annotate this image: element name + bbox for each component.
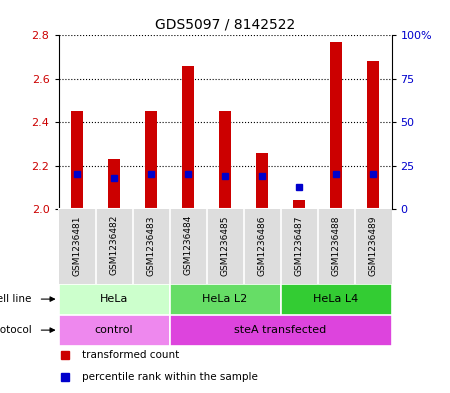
Bar [256,152,268,209]
Bar [368,61,378,209]
Text: percentile rank within the sample: percentile rank within the sample [82,372,258,382]
Text: GSM1236485: GSM1236485 [220,215,230,275]
Text: GDS5097 / 8142522: GDS5097 / 8142522 [155,18,295,32]
Text: GSM1236489: GSM1236489 [369,215,378,275]
Text: GSM1236482: GSM1236482 [109,215,118,275]
Bar [58,284,170,315]
Text: GSM1236488: GSM1236488 [332,215,341,275]
Text: HeLa L4: HeLa L4 [313,294,359,304]
Text: HeLa L2: HeLa L2 [202,294,248,304]
Text: steA transfected: steA transfected [234,325,327,335]
Text: GSM1236487: GSM1236487 [294,215,303,275]
Bar [220,111,230,209]
Bar [58,315,170,345]
Bar [170,284,280,315]
Bar [170,315,392,345]
Text: GSM1236483: GSM1236483 [147,215,156,275]
Bar [108,159,120,209]
Text: HeLa: HeLa [100,294,128,304]
Bar [280,284,392,315]
Text: GSM1236484: GSM1236484 [184,215,193,275]
Bar [145,111,157,209]
Text: control: control [94,325,133,335]
Bar [293,200,305,209]
Bar [330,42,342,209]
Text: GSM1236486: GSM1236486 [257,215,266,275]
Text: protocol: protocol [0,325,32,335]
Bar [182,66,194,209]
Text: cell line: cell line [0,294,32,304]
Bar [72,111,82,209]
Text: GSM1236481: GSM1236481 [72,215,81,275]
Text: transformed count: transformed count [82,350,179,360]
